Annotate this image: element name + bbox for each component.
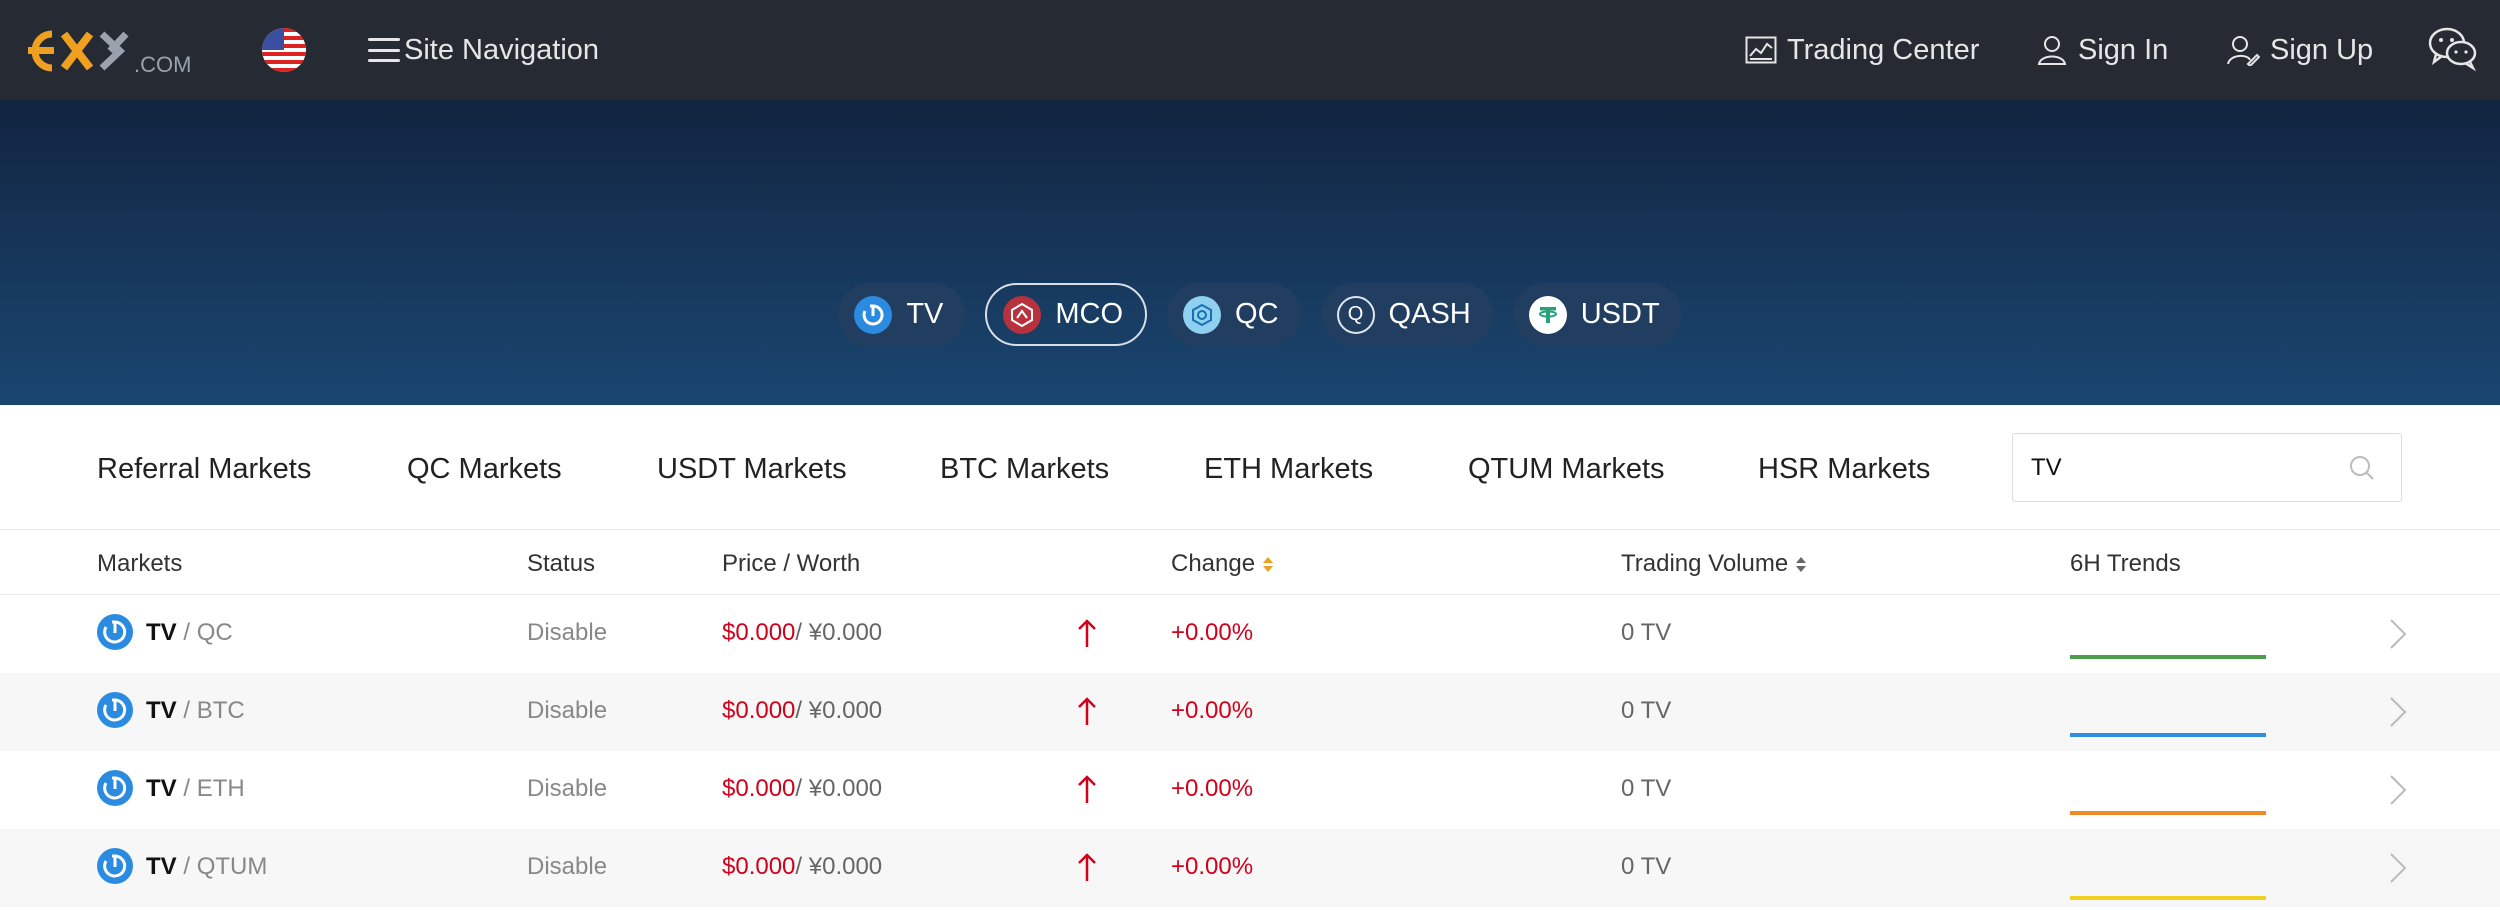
site-navigation-menu[interactable]: Site Navigation <box>368 30 599 70</box>
market-tabs: Referral Markets QC Markets USDT Markets… <box>0 405 2500 530</box>
status-value: Disable <box>527 619 608 646</box>
exx-logo[interactable]: .COM <box>18 26 218 76</box>
arrow-up-icon <box>1078 697 1096 725</box>
price-worth: $0.000/ ¥0.000 <box>722 697 883 724</box>
volume-value: 0 TV <box>1621 697 1672 724</box>
column-status: Status <box>527 550 596 577</box>
trend-line <box>2070 811 2266 815</box>
sign-up-link[interactable]: Sign Up <box>2226 28 2373 72</box>
chevron-right-icon[interactable] <box>2388 617 2408 651</box>
tv-coin-icon <box>854 295 893 334</box>
tab-eth-markets[interactable]: ETH Markets <box>1204 453 1374 485</box>
tab-referral-markets[interactable]: Referral Markets <box>97 453 312 485</box>
pair-name: TV / QTUM <box>146 853 268 880</box>
coin-pill-label: TV <box>906 298 944 330</box>
tv-coin-icon <box>97 770 133 806</box>
table-row[interactable]: TV / BTC Disable $0.000/ ¥0.000 +0.00% 0… <box>0 673 2500 751</box>
trading-center-link[interactable]: Trading Center <box>1745 28 1979 72</box>
user-edit-icon <box>2227 36 2260 66</box>
user-icon <box>2037 36 2067 65</box>
mco-coin-icon <box>1003 295 1042 334</box>
trading-center-label: Trading Center <box>1787 33 1980 66</box>
coin-pill-qash[interactable]: Q QASH <box>1320 283 1493 346</box>
sign-in-link[interactable]: Sign In <box>2036 28 2168 72</box>
market-search-input[interactable] <box>2031 450 2331 486</box>
tab-btc-markets[interactable]: BTC Markets <box>940 453 1110 485</box>
tv-coin-icon <box>97 614 133 650</box>
change-value: +0.00% <box>1171 775 1254 802</box>
coin-pill-qc[interactable]: QC <box>1167 283 1301 346</box>
column-6h-trends: 6H Trends <box>2070 550 2181 577</box>
trend-line <box>2070 896 2266 900</box>
volume-value: 0 TV <box>1621 619 1672 646</box>
coin-pill-mco[interactable]: MCO <box>985 283 1148 346</box>
tv-coin-icon <box>97 692 133 728</box>
coin-pill-usdt[interactable]: USDT <box>1512 283 1682 346</box>
sign-up-label: Sign Up <box>2270 33 2374 66</box>
tab-usdt-markets[interactable]: USDT Markets <box>657 453 847 485</box>
price-worth: $0.000/ ¥0.000 <box>722 619 883 646</box>
column-trading-volume[interactable]: Trading Volume <box>1621 550 1807 578</box>
change-value: +0.00% <box>1171 853 1254 880</box>
arrow-up-icon <box>1078 619 1096 647</box>
tab-hsr-markets[interactable]: HSR Markets <box>1758 453 1931 485</box>
change-value: +0.00% <box>1171 697 1254 724</box>
coin-filter-group: TV MCO QC Q QASH USDT <box>0 283 2500 346</box>
chevron-right-icon[interactable] <box>2388 851 2408 885</box>
chart-icon <box>1745 36 1777 64</box>
coin-pill-tv[interactable]: TV <box>838 283 966 346</box>
trend-line <box>2070 655 2266 659</box>
pair-name: TV / QC <box>146 619 233 646</box>
sort-icon <box>1796 556 1807 572</box>
qash-coin-icon: Q <box>1336 295 1375 334</box>
coin-pill-label: QC <box>1235 298 1279 330</box>
hamburger-icon <box>368 38 400 62</box>
arrow-up-icon <box>1078 775 1096 803</box>
usdt-coin-icon <box>1528 295 1567 334</box>
status-value: Disable <box>527 775 608 802</box>
hero-banner: TV MCO QC Q QASH USDT <box>0 100 2500 405</box>
market-search-box <box>2012 433 2402 502</box>
column-change-label: Change <box>1171 550 1256 577</box>
tv-coin-icon <box>97 848 133 884</box>
arrow-up-icon <box>1078 853 1096 881</box>
sort-icon <box>1263 556 1274 572</box>
coin-pill-label: USDT <box>1580 298 1660 330</box>
top-nav-bar: .COM Site Navigation Trading Center <box>0 0 2500 100</box>
volume-value: 0 TV <box>1621 775 1672 802</box>
search-icon[interactable] <box>2349 455 2375 481</box>
tab-qc-markets[interactable]: QC Markets <box>407 453 562 485</box>
column-price-worth: Price / Worth <box>722 550 861 577</box>
status-value: Disable <box>527 697 608 724</box>
column-volume-label: Trading Volume <box>1621 550 1789 577</box>
change-value: +0.00% <box>1171 619 1254 646</box>
wechat-icon[interactable] <box>2428 26 2478 72</box>
table-row[interactable]: TV / QC Disable $0.000/ ¥0.000 +0.00% 0 … <box>0 595 2500 673</box>
price-worth: $0.000/ ¥0.000 <box>722 853 883 880</box>
table-row[interactable]: TV / QTUM Disable $0.000/ ¥0.000 +0.00% … <box>0 829 2500 907</box>
coin-pill-label: MCO <box>1055 298 1124 330</box>
status-value: Disable <box>527 853 608 880</box>
price-worth: $0.000/ ¥0.000 <box>722 775 883 802</box>
coin-pill-label: QASH <box>1388 298 1471 330</box>
qc-coin-icon <box>1183 295 1222 334</box>
chevron-right-icon[interactable] <box>2388 695 2408 729</box>
column-markets: Markets <box>97 550 183 577</box>
sign-in-label: Sign In <box>2078 33 2169 66</box>
pair-name: TV / BTC <box>146 697 245 724</box>
site-navigation-label: Site Navigation <box>404 33 600 66</box>
table-row[interactable]: TV / ETH Disable $0.000/ ¥0.000 +0.00% 0… <box>0 751 2500 829</box>
us-flag-icon[interactable] <box>262 28 306 72</box>
volume-value: 0 TV <box>1621 853 1672 880</box>
chevron-right-icon[interactable] <box>2388 773 2408 807</box>
pair-name: TV / ETH <box>146 775 245 802</box>
trend-line <box>2070 733 2266 737</box>
logo-text: .COM <box>134 52 191 76</box>
markets-table-header: Markets Status Price / Worth Change Trad… <box>0 530 2500 595</box>
tab-qtum-markets[interactable]: QTUM Markets <box>1468 453 1665 485</box>
column-change[interactable]: Change <box>1171 550 1274 578</box>
